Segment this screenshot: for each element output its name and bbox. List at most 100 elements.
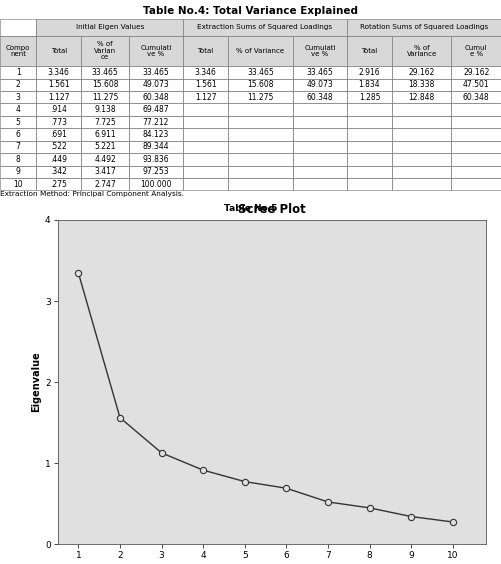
FancyBboxPatch shape: [451, 91, 501, 103]
Text: Cumul
e %: Cumul e %: [465, 45, 487, 57]
FancyBboxPatch shape: [37, 128, 81, 140]
Text: Rotation Sums of Squared Loadings: Rotation Sums of Squared Loadings: [360, 24, 488, 30]
FancyBboxPatch shape: [451, 78, 501, 91]
Text: 49.073: 49.073: [307, 80, 333, 89]
Text: .522: .522: [51, 142, 67, 151]
FancyBboxPatch shape: [347, 19, 501, 36]
FancyBboxPatch shape: [0, 91, 37, 103]
Text: Table No.5: Table No.5: [224, 204, 277, 213]
Text: 9.138: 9.138: [94, 105, 116, 114]
FancyBboxPatch shape: [293, 91, 347, 103]
Text: 2: 2: [16, 80, 21, 89]
FancyBboxPatch shape: [37, 66, 81, 78]
FancyBboxPatch shape: [183, 116, 228, 128]
FancyBboxPatch shape: [451, 178, 501, 190]
FancyBboxPatch shape: [37, 116, 81, 128]
Text: % of
Variance: % of Variance: [406, 45, 437, 57]
Text: 4: 4: [16, 105, 21, 114]
Text: 49.073: 49.073: [143, 80, 169, 89]
FancyBboxPatch shape: [392, 165, 451, 178]
FancyBboxPatch shape: [183, 140, 228, 153]
Text: 77.212: 77.212: [143, 117, 169, 126]
Text: 100.000: 100.000: [140, 179, 172, 188]
Text: 60.348: 60.348: [307, 92, 333, 102]
FancyBboxPatch shape: [129, 78, 183, 91]
FancyBboxPatch shape: [81, 165, 129, 178]
FancyBboxPatch shape: [347, 66, 392, 78]
FancyBboxPatch shape: [81, 103, 129, 116]
FancyBboxPatch shape: [0, 178, 37, 190]
FancyBboxPatch shape: [183, 128, 228, 140]
Text: Extraction Sums of Squared Loadings: Extraction Sums of Squared Loadings: [197, 24, 333, 30]
FancyBboxPatch shape: [81, 140, 129, 153]
FancyBboxPatch shape: [0, 36, 37, 66]
Text: .914: .914: [51, 105, 67, 114]
FancyBboxPatch shape: [228, 36, 293, 66]
Title: Scree Plot: Scree Plot: [238, 203, 306, 216]
FancyBboxPatch shape: [451, 128, 501, 140]
FancyBboxPatch shape: [228, 178, 293, 190]
FancyBboxPatch shape: [0, 78, 37, 91]
Text: % of Variance: % of Variance: [236, 48, 285, 54]
Text: 3.346: 3.346: [194, 68, 216, 77]
Text: 1: 1: [16, 68, 21, 77]
Text: 47.501: 47.501: [463, 80, 489, 89]
FancyBboxPatch shape: [183, 66, 228, 78]
Text: .773: .773: [50, 117, 67, 126]
FancyBboxPatch shape: [293, 66, 347, 78]
FancyBboxPatch shape: [347, 178, 392, 190]
Text: 7.725: 7.725: [94, 117, 116, 126]
FancyBboxPatch shape: [228, 103, 293, 116]
FancyBboxPatch shape: [0, 153, 37, 165]
FancyBboxPatch shape: [293, 165, 347, 178]
FancyBboxPatch shape: [451, 153, 501, 165]
FancyBboxPatch shape: [129, 103, 183, 116]
FancyBboxPatch shape: [293, 153, 347, 165]
FancyBboxPatch shape: [183, 36, 228, 66]
Text: Total: Total: [361, 48, 378, 54]
FancyBboxPatch shape: [228, 66, 293, 78]
Text: .691: .691: [51, 130, 67, 139]
FancyBboxPatch shape: [81, 36, 129, 66]
Text: 29.162: 29.162: [408, 68, 435, 77]
FancyBboxPatch shape: [183, 91, 228, 103]
FancyBboxPatch shape: [228, 116, 293, 128]
Text: 69.487: 69.487: [143, 105, 169, 114]
FancyBboxPatch shape: [392, 140, 451, 153]
FancyBboxPatch shape: [347, 103, 392, 116]
FancyBboxPatch shape: [392, 128, 451, 140]
Text: Total: Total: [197, 48, 214, 54]
Text: 1.561: 1.561: [195, 80, 216, 89]
Text: 6: 6: [16, 130, 21, 139]
FancyBboxPatch shape: [0, 66, 37, 78]
FancyBboxPatch shape: [347, 36, 392, 66]
FancyBboxPatch shape: [228, 91, 293, 103]
Text: .275: .275: [51, 179, 67, 188]
FancyBboxPatch shape: [129, 66, 183, 78]
FancyBboxPatch shape: [37, 140, 81, 153]
FancyBboxPatch shape: [228, 153, 293, 165]
Text: 4.492: 4.492: [94, 155, 116, 164]
FancyBboxPatch shape: [392, 153, 451, 165]
FancyBboxPatch shape: [392, 116, 451, 128]
FancyBboxPatch shape: [37, 103, 81, 116]
FancyBboxPatch shape: [81, 78, 129, 91]
FancyBboxPatch shape: [183, 103, 228, 116]
Text: 29.162: 29.162: [463, 68, 489, 77]
FancyBboxPatch shape: [228, 78, 293, 91]
FancyBboxPatch shape: [451, 116, 501, 128]
Text: 89.344: 89.344: [143, 142, 169, 151]
FancyBboxPatch shape: [81, 116, 129, 128]
FancyBboxPatch shape: [183, 78, 228, 91]
FancyBboxPatch shape: [183, 165, 228, 178]
FancyBboxPatch shape: [81, 153, 129, 165]
Text: 9: 9: [16, 167, 21, 176]
Text: .449: .449: [50, 155, 67, 164]
FancyBboxPatch shape: [347, 153, 392, 165]
FancyBboxPatch shape: [392, 66, 451, 78]
FancyBboxPatch shape: [293, 103, 347, 116]
Text: % of
Varian
ce: % of Varian ce: [94, 41, 116, 60]
Text: .342: .342: [51, 167, 67, 176]
FancyBboxPatch shape: [347, 116, 392, 128]
FancyBboxPatch shape: [347, 165, 392, 178]
